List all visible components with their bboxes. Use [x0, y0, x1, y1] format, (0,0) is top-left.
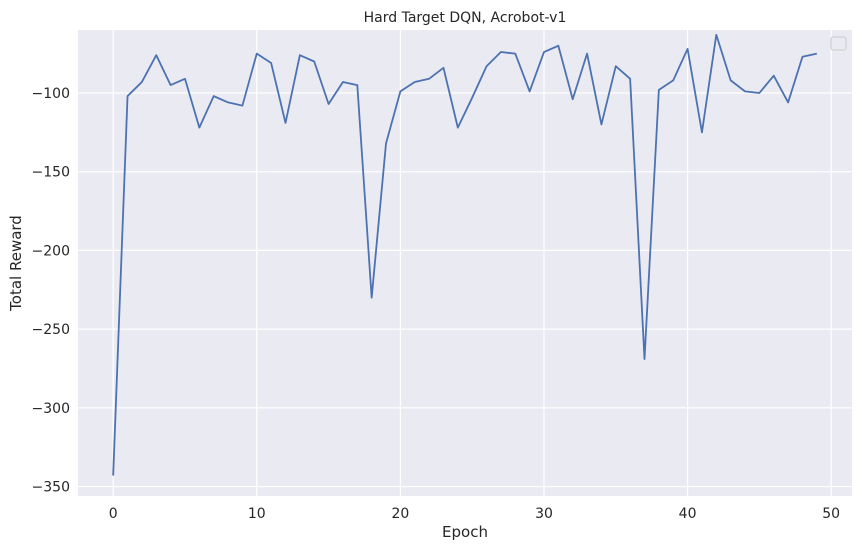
y-tick-label: −350	[32, 480, 70, 496]
chart-title: Hard Target DQN, Acrobot-v1	[364, 10, 567, 26]
y-tick-label: −300	[32, 401, 70, 417]
y-tick-label: −200	[32, 243, 70, 259]
y-tick-label: −100	[32, 86, 70, 102]
x-tick-label: 30	[535, 506, 553, 522]
x-tick-label: 10	[248, 506, 266, 522]
legend-box	[830, 36, 847, 51]
y-tick-labels: −350 −300 −250 −200 −150 −100	[32, 86, 70, 496]
x-tick-labels: 0 10 20 30 40 50	[109, 506, 840, 522]
y-tick-label: −150	[32, 165, 70, 181]
x-tick-label: 20	[391, 506, 409, 522]
x-tick-label: 50	[822, 506, 840, 522]
grid-lines	[78, 30, 852, 496]
y-tick-label: −250	[32, 322, 70, 338]
x-axis-label: Epoch	[442, 523, 488, 541]
x-tick-label: 40	[679, 506, 697, 522]
x-tick-label: 0	[109, 506, 118, 522]
plot-background	[78, 30, 852, 496]
y-axis-label: Total Reward	[7, 215, 25, 312]
series-line	[112, 33, 818, 476]
